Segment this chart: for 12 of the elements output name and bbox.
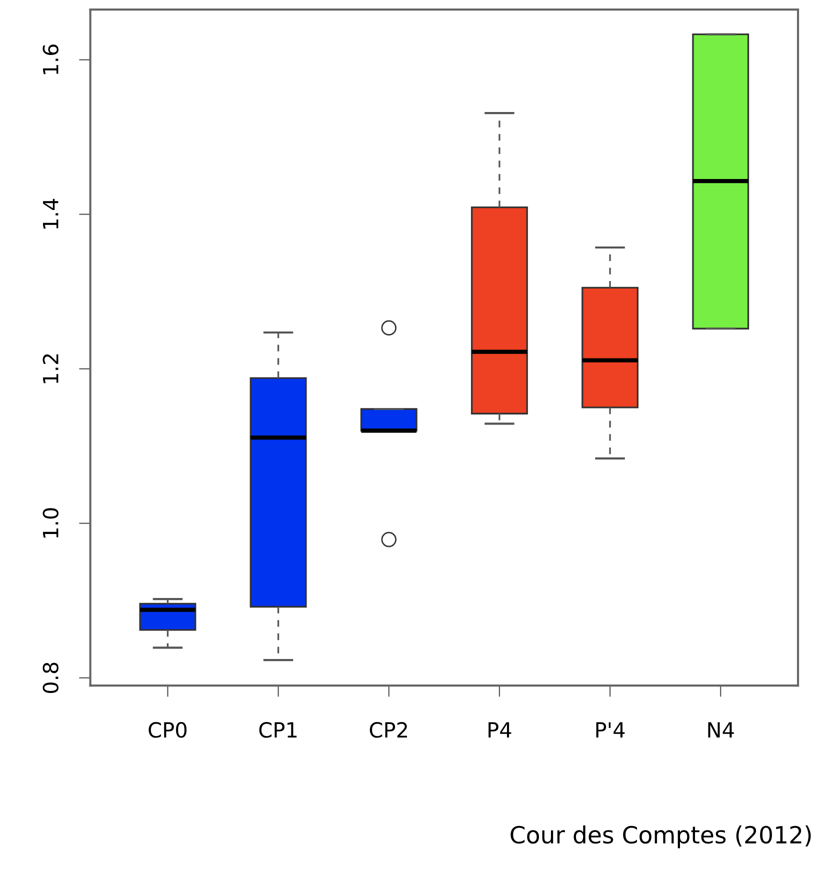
y-tick-label: 1.6 [42,44,58,74]
x-tick-label: CP1 [259,722,297,738]
y-tick-label: 1.2 [42,354,58,384]
x-tick-label: CP0 [148,722,187,738]
x-tick-label: P4 [488,722,512,738]
x-tick-label: CP2 [370,722,407,738]
y-tick-label: 1.0 [42,508,58,538]
x-tick-label: N4 [708,722,734,738]
x-tick-label: P'4 [596,722,625,738]
y-tick-label: 0.8 [42,662,58,694]
text: Cour des Comptes (2012) [510,825,811,848]
y-tick-label: 1.4 [43,198,58,229]
